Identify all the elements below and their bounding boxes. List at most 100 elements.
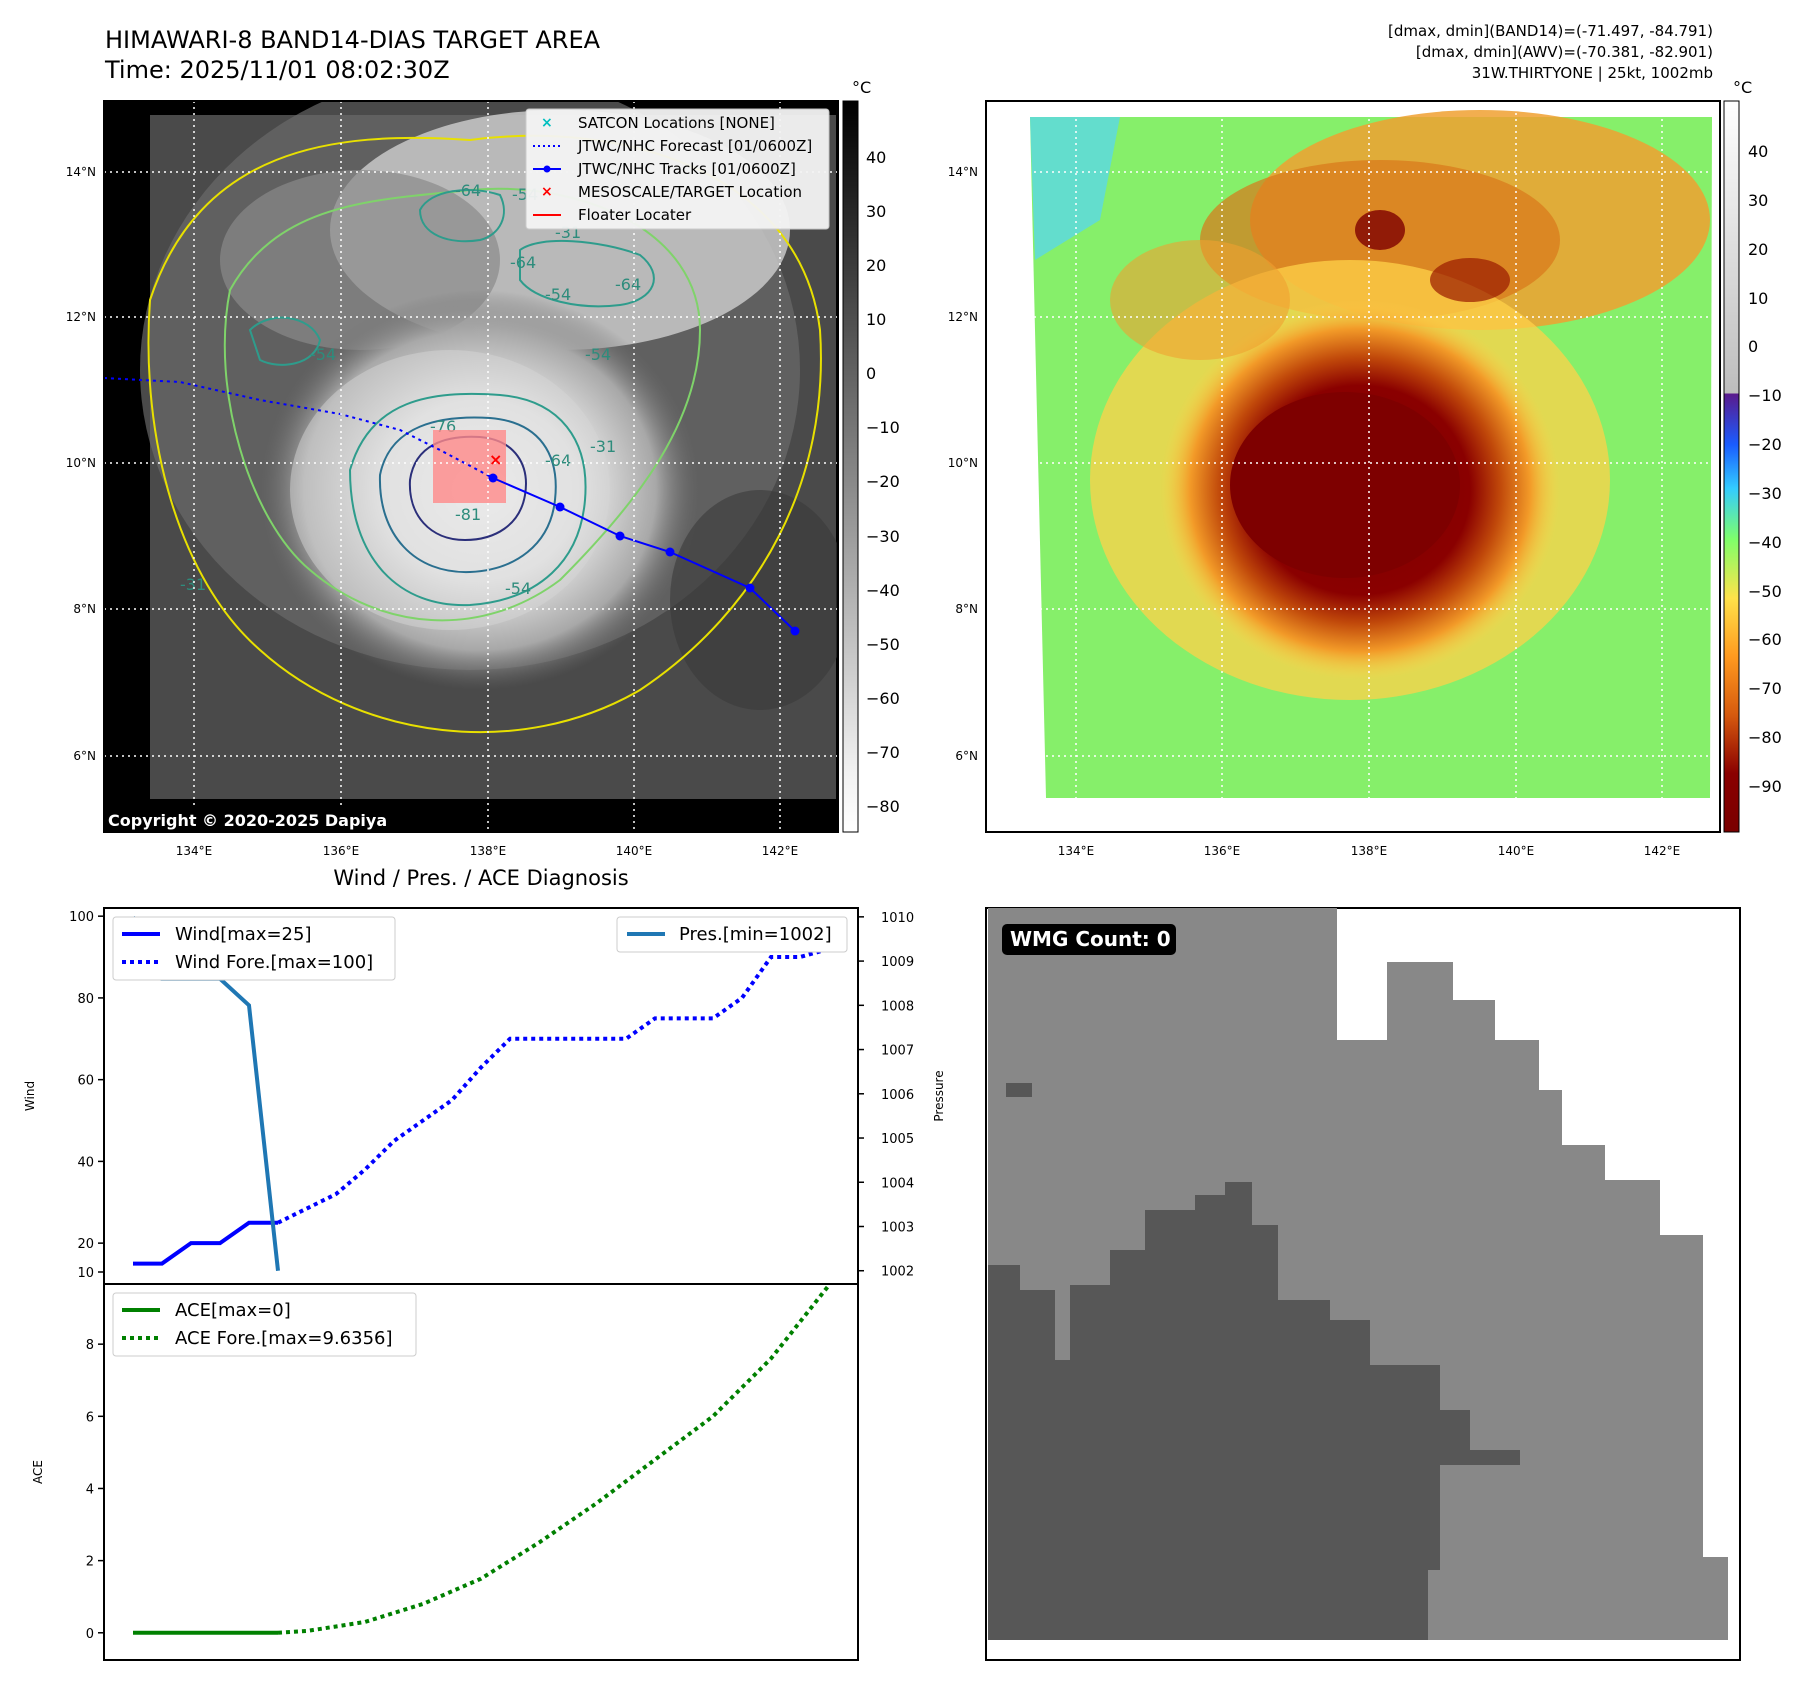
legend-satcon: SATCON Locations [NONE] bbox=[578, 114, 775, 132]
svg-text:136°E: 136°E bbox=[323, 844, 360, 858]
contour-label: -54 bbox=[585, 345, 611, 364]
legend-floater: Floater Locater bbox=[578, 206, 692, 224]
map-title-line1: HIMAWARI-8 BAND14-DIAS TARGET AREA bbox=[105, 26, 601, 54]
legend-ace-fore: ACE Fore.[max=9.6356] bbox=[175, 1328, 393, 1349]
svg-text:6°N: 6°N bbox=[955, 749, 978, 763]
svg-text:40: 40 bbox=[1748, 142, 1768, 161]
svg-text:−40: −40 bbox=[866, 581, 900, 600]
svg-text:40: 40 bbox=[866, 148, 886, 167]
right-lon-ticks: 134°E 136°E 138°E 140°E 142°E bbox=[1058, 844, 1681, 858]
contour-label: -64 bbox=[455, 181, 481, 200]
wmg-count: WMG Count: 0 bbox=[1010, 927, 1171, 951]
legend-wind: Wind[max=25] bbox=[175, 924, 312, 945]
svg-text:140°E: 140°E bbox=[616, 844, 653, 858]
ir-contours bbox=[147, 134, 822, 733]
pressure-legend: Pres.[min=1002] bbox=[616, 916, 848, 953]
ace-ytick-label: 8 bbox=[86, 1338, 94, 1353]
gray-colorbar-unit: °C bbox=[852, 78, 871, 97]
pressure-ytick-label: 1009 bbox=[881, 955, 914, 970]
svg-text:0: 0 bbox=[866, 364, 876, 383]
svg-text:142°E: 142°E bbox=[1644, 844, 1681, 858]
contour-label: -31 bbox=[180, 575, 206, 594]
wind-ytick-label: 80 bbox=[77, 992, 94, 1007]
ace-ytick-label: 2 bbox=[86, 1555, 94, 1570]
svg-text:138°E: 138°E bbox=[1351, 844, 1388, 858]
left-lat-ticks: 14°N 12°N 10°N 8°N 6°N bbox=[66, 165, 96, 763]
svg-text:138°E: 138°E bbox=[470, 844, 507, 858]
copyright: Copyright © 2020-2025 Dapiya bbox=[108, 811, 387, 830]
svg-text:−70: −70 bbox=[1748, 679, 1782, 698]
right-lat-ticks: 14°N 12°N 10°N 8°N 6°N bbox=[948, 165, 978, 763]
svg-text:14°N: 14°N bbox=[948, 165, 978, 179]
svg-text:134°E: 134°E bbox=[1058, 844, 1095, 858]
wind-legend: Wind[max=25] Wind Fore.[max=100] bbox=[112, 916, 396, 981]
svg-text:−60: −60 bbox=[1748, 630, 1782, 649]
pressure-ytick-label: 1007 bbox=[881, 1044, 914, 1059]
svg-text:10: 10 bbox=[866, 310, 886, 329]
right-map-gridlines bbox=[986, 101, 1720, 832]
svg-text:−10: −10 bbox=[866, 418, 900, 437]
svg-text:−20: −20 bbox=[1748, 435, 1782, 454]
series-line-ace-fore- bbox=[277, 1283, 831, 1635]
wind-ytick-label: 60 bbox=[77, 1074, 94, 1089]
pressure-ytick-label: 1002 bbox=[881, 1265, 914, 1280]
gray-colorbar-ticks: 40 30 20 10 0 −10 −20 −30 −40 −50 −60 −7… bbox=[866, 148, 900, 816]
legend-pressure: Pres.[min=1002] bbox=[679, 924, 832, 945]
ace-ytick-label: 6 bbox=[86, 1410, 94, 1425]
svg-text:×: × bbox=[541, 115, 553, 131]
ace-ytick-label: 10 bbox=[77, 1266, 94, 1281]
svg-text:−30: −30 bbox=[866, 527, 900, 546]
map-title-line2: Time: 2025/11/01 08:02:30Z bbox=[105, 56, 450, 84]
jtwc-track-points bbox=[488, 473, 800, 636]
svg-text:12°N: 12°N bbox=[66, 310, 96, 324]
legend-tracks: JTWC/NHC Tracks [01/0600Z] bbox=[577, 160, 796, 178]
pressure-ytick-label: 1005 bbox=[881, 1132, 914, 1147]
wind-ytick-label: 100 bbox=[69, 910, 94, 925]
ace-legend: ACE[max=0] ACE Fore.[max=9.6356] bbox=[112, 1292, 417, 1357]
svg-text:20: 20 bbox=[1748, 240, 1768, 259]
svg-text:−80: −80 bbox=[1748, 728, 1782, 747]
color-colorbar-ticks: 40 30 20 10 0 −10 −20 −30 −40 −50 −60 −7… bbox=[1748, 142, 1782, 796]
target-location-marker: × bbox=[489, 450, 502, 469]
color-colorbar-unit: °C bbox=[1733, 78, 1752, 97]
pressure-ytick-label: 1006 bbox=[881, 1088, 914, 1103]
svg-text:−70: −70 bbox=[866, 743, 900, 762]
contour-label: -54 bbox=[545, 285, 571, 304]
wind-ytick-label: 40 bbox=[77, 1155, 94, 1170]
legend-ace: ACE[max=0] bbox=[175, 1300, 291, 1321]
contour-label: -81 bbox=[455, 505, 481, 524]
svg-text:136°E: 136°E bbox=[1204, 844, 1241, 858]
svg-text:134°E: 134°E bbox=[176, 844, 213, 858]
wmg-panel bbox=[985, 907, 1741, 1661]
svg-text:12°N: 12°N bbox=[948, 310, 978, 324]
contour-label: -54 bbox=[505, 579, 531, 598]
color-colorbar bbox=[1723, 100, 1740, 833]
wind-ytick-label: 20 bbox=[77, 1237, 94, 1252]
contour-label: -64 bbox=[510, 253, 536, 272]
svg-text:10°N: 10°N bbox=[948, 456, 978, 470]
contour-labels: -64 -54 -64 -64 -54 -31 -54 -76 -81 -64 … bbox=[180, 181, 641, 598]
pressure-ytick-label: 1010 bbox=[881, 911, 914, 926]
contour-label: -54 bbox=[310, 345, 336, 364]
dmax-band14-info: [dmax, dmin](BAND14)=(-71.497, -84.791) bbox=[1388, 22, 1713, 40]
series-line-wind bbox=[133, 1220, 278, 1266]
ace-ytick-label: 4 bbox=[86, 1482, 94, 1497]
map-legend: × × SATCON Locations [NONE] JTWC/NHC For… bbox=[525, 108, 830, 230]
pressure-ytick-label: 1008 bbox=[881, 999, 914, 1014]
svg-text:8°N: 8°N bbox=[955, 602, 978, 616]
svg-text:30: 30 bbox=[866, 202, 886, 221]
svg-text:6°N: 6°N bbox=[73, 749, 96, 763]
jtwc-track-line bbox=[492, 477, 796, 632]
svg-text:−10: −10 bbox=[1748, 386, 1782, 405]
contour-label: -64 bbox=[615, 275, 641, 294]
svg-text:140°E: 140°E bbox=[1498, 844, 1535, 858]
legend-wind-fore: Wind Fore.[max=100] bbox=[175, 952, 373, 973]
diagnosis-title: Wind / Pres. / ACE Diagnosis bbox=[333, 866, 628, 890]
gray-colorbar bbox=[842, 100, 859, 833]
ace-axis-label: ACE bbox=[31, 1460, 45, 1484]
svg-text:−90: −90 bbox=[1748, 777, 1782, 796]
svg-text:−60: −60 bbox=[866, 689, 900, 708]
dmax-awv-info: [dmax, dmin](AWV)=(-70.381, -82.901) bbox=[1415, 43, 1713, 61]
legend-target: MESOSCALE/TARGET Location bbox=[578, 183, 802, 201]
